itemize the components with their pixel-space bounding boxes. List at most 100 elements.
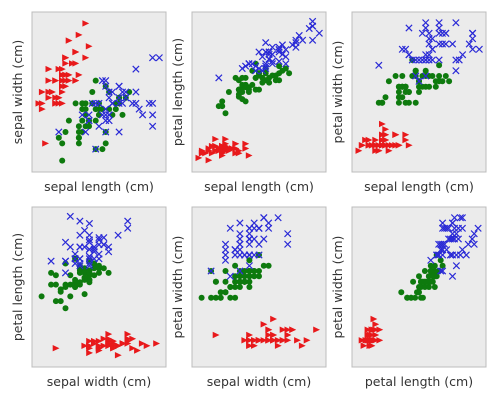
virginica-point <box>124 224 132 232</box>
virginica-point <box>275 57 283 66</box>
y-axis-label: sepal width (cm) <box>10 40 25 144</box>
versicolor-point <box>241 268 248 274</box>
virginica-point <box>438 251 447 259</box>
virginica-point <box>207 267 215 275</box>
virginica-point <box>85 231 94 239</box>
virginica-point <box>425 29 433 37</box>
versicolor-point <box>96 262 102 269</box>
virginica-point <box>92 145 100 153</box>
versicolor-point <box>232 273 239 280</box>
virginica-point <box>452 262 461 270</box>
virginica-point <box>298 36 307 44</box>
setosa-point <box>229 145 236 152</box>
versicolor-point <box>392 73 399 79</box>
setosa-point <box>366 337 374 344</box>
virginica-point <box>448 40 457 48</box>
versicolor-point <box>102 140 109 147</box>
panel-background <box>191 206 327 368</box>
virginica-point <box>433 251 441 259</box>
versicolor-point <box>72 100 79 107</box>
virginica-point <box>422 24 430 32</box>
virginica-point <box>245 240 254 248</box>
setosa-point <box>372 136 380 144</box>
versicolor-point <box>217 289 224 296</box>
virginica-point <box>428 45 437 53</box>
versicolor-point <box>62 281 69 288</box>
virginica-point <box>427 256 435 264</box>
versicolor-point <box>439 262 446 269</box>
setosa-point <box>62 60 70 67</box>
setosa-point <box>389 142 396 149</box>
setosa-point <box>372 321 380 328</box>
virginica-point <box>284 230 292 238</box>
setosa-point <box>75 31 83 39</box>
versicolor-point <box>421 268 428 274</box>
setosa-point <box>129 335 137 342</box>
setosa-point <box>62 77 70 84</box>
setosa-point <box>153 340 160 347</box>
versicolor-point <box>402 83 409 90</box>
virginica-point <box>435 240 443 248</box>
versicolor-point <box>219 103 226 110</box>
versicolor-point <box>432 83 439 90</box>
virginica-point <box>102 116 110 125</box>
setosa-point <box>42 140 49 147</box>
virginica-point <box>264 224 273 232</box>
setosa-point <box>110 337 117 345</box>
virginica-point <box>258 67 267 75</box>
virginica-point <box>282 45 290 54</box>
versicolor-point <box>57 298 64 305</box>
versicolor-point <box>52 272 59 279</box>
setosa-point <box>205 147 213 154</box>
virginica-point <box>456 214 465 222</box>
setosa-point <box>313 326 320 333</box>
virginica-point <box>418 56 427 64</box>
setosa-point <box>59 65 66 73</box>
versicolor-point <box>246 268 253 274</box>
versicolor-point <box>436 62 443 69</box>
versicolor-point <box>59 140 66 147</box>
versicolor-point <box>236 284 243 290</box>
setosa-point <box>358 337 366 344</box>
versicolor-point <box>256 268 262 274</box>
versicolor-point <box>432 78 439 85</box>
versicolor-point <box>67 293 74 300</box>
virginica-point <box>114 231 122 239</box>
virginica-point <box>98 111 107 119</box>
versicolor-point <box>67 272 74 279</box>
versicolor-point <box>222 278 229 285</box>
setosa-point <box>274 337 282 344</box>
versicolor-point <box>241 278 248 285</box>
versicolor-point <box>62 305 69 312</box>
versicolor-point <box>251 268 258 274</box>
virginica-point <box>458 214 467 222</box>
virginica-point <box>95 233 103 242</box>
versicolor-point <box>412 67 419 74</box>
versicolor-point <box>259 79 266 86</box>
versicolor-point <box>412 294 419 301</box>
versicolor-point <box>76 269 83 276</box>
versicolor-point <box>265 262 272 269</box>
setosa-point <box>232 140 240 147</box>
setosa-point <box>222 142 230 150</box>
setosa-point <box>246 342 253 349</box>
virginica-point <box>452 19 460 27</box>
setosa-point <box>45 88 53 96</box>
versicolor-point <box>235 77 242 84</box>
versicolor-point <box>232 278 239 285</box>
virginica-point <box>108 88 117 96</box>
virginica-point <box>315 29 323 37</box>
setosa-point <box>246 331 253 339</box>
setosa-point <box>208 142 216 150</box>
virginica-point <box>456 251 465 259</box>
setosa-point <box>260 337 268 344</box>
virginica-point <box>438 219 447 227</box>
virginica-point <box>262 60 270 68</box>
virginica-point <box>262 48 270 56</box>
virginica-point <box>115 94 123 102</box>
setosa-point <box>379 120 386 128</box>
x-axis-label: petal length (cm) <box>365 374 473 389</box>
versicolor-point <box>99 146 106 153</box>
virginica-point <box>85 111 93 119</box>
versicolor-point <box>75 129 82 135</box>
